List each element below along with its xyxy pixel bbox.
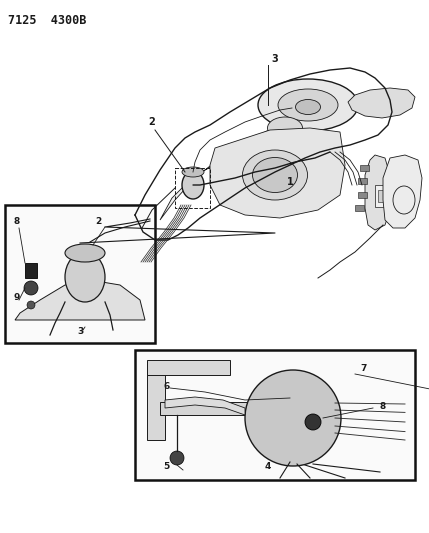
Polygon shape (365, 155, 390, 230)
Text: 1: 1 (287, 177, 294, 187)
Text: 2: 2 (95, 217, 101, 226)
Ellipse shape (296, 100, 320, 115)
Circle shape (27, 301, 35, 309)
Ellipse shape (65, 244, 105, 262)
Text: 9: 9 (13, 293, 19, 302)
Polygon shape (348, 88, 415, 118)
Text: 2: 2 (148, 117, 155, 127)
Bar (360, 165, 369, 171)
Circle shape (245, 370, 341, 466)
Text: 8: 8 (13, 217, 19, 226)
Bar (25, 263, 37, 278)
Polygon shape (165, 397, 245, 415)
Polygon shape (147, 362, 165, 440)
Bar (5, 205, 155, 343)
Circle shape (305, 414, 321, 430)
Bar (358, 192, 367, 198)
Ellipse shape (182, 167, 204, 177)
Text: 3: 3 (271, 54, 278, 64)
Polygon shape (210, 128, 345, 218)
Circle shape (24, 281, 38, 295)
Polygon shape (160, 108, 345, 220)
Bar (358, 178, 367, 184)
Ellipse shape (258, 79, 358, 131)
Ellipse shape (278, 89, 338, 121)
Circle shape (170, 451, 184, 465)
Ellipse shape (242, 150, 308, 200)
Bar (135, 350, 415, 480)
Text: 3: 3 (77, 327, 83, 336)
Polygon shape (147, 360, 230, 375)
Text: 4: 4 (265, 462, 272, 471)
Text: 7125  4300B: 7125 4300B (8, 14, 86, 27)
Ellipse shape (268, 117, 302, 139)
Text: 6: 6 (163, 382, 169, 391)
Polygon shape (15, 280, 145, 320)
Ellipse shape (182, 171, 204, 199)
Bar (378, 190, 388, 202)
Text: 5: 5 (163, 462, 169, 471)
Ellipse shape (65, 252, 105, 302)
Text: 7: 7 (360, 364, 366, 373)
Bar (375, 185, 393, 207)
Polygon shape (160, 402, 255, 415)
Polygon shape (383, 155, 422, 228)
Bar (175, 168, 210, 208)
Bar (355, 205, 364, 211)
Ellipse shape (253, 157, 297, 192)
Text: 8: 8 (380, 402, 386, 411)
